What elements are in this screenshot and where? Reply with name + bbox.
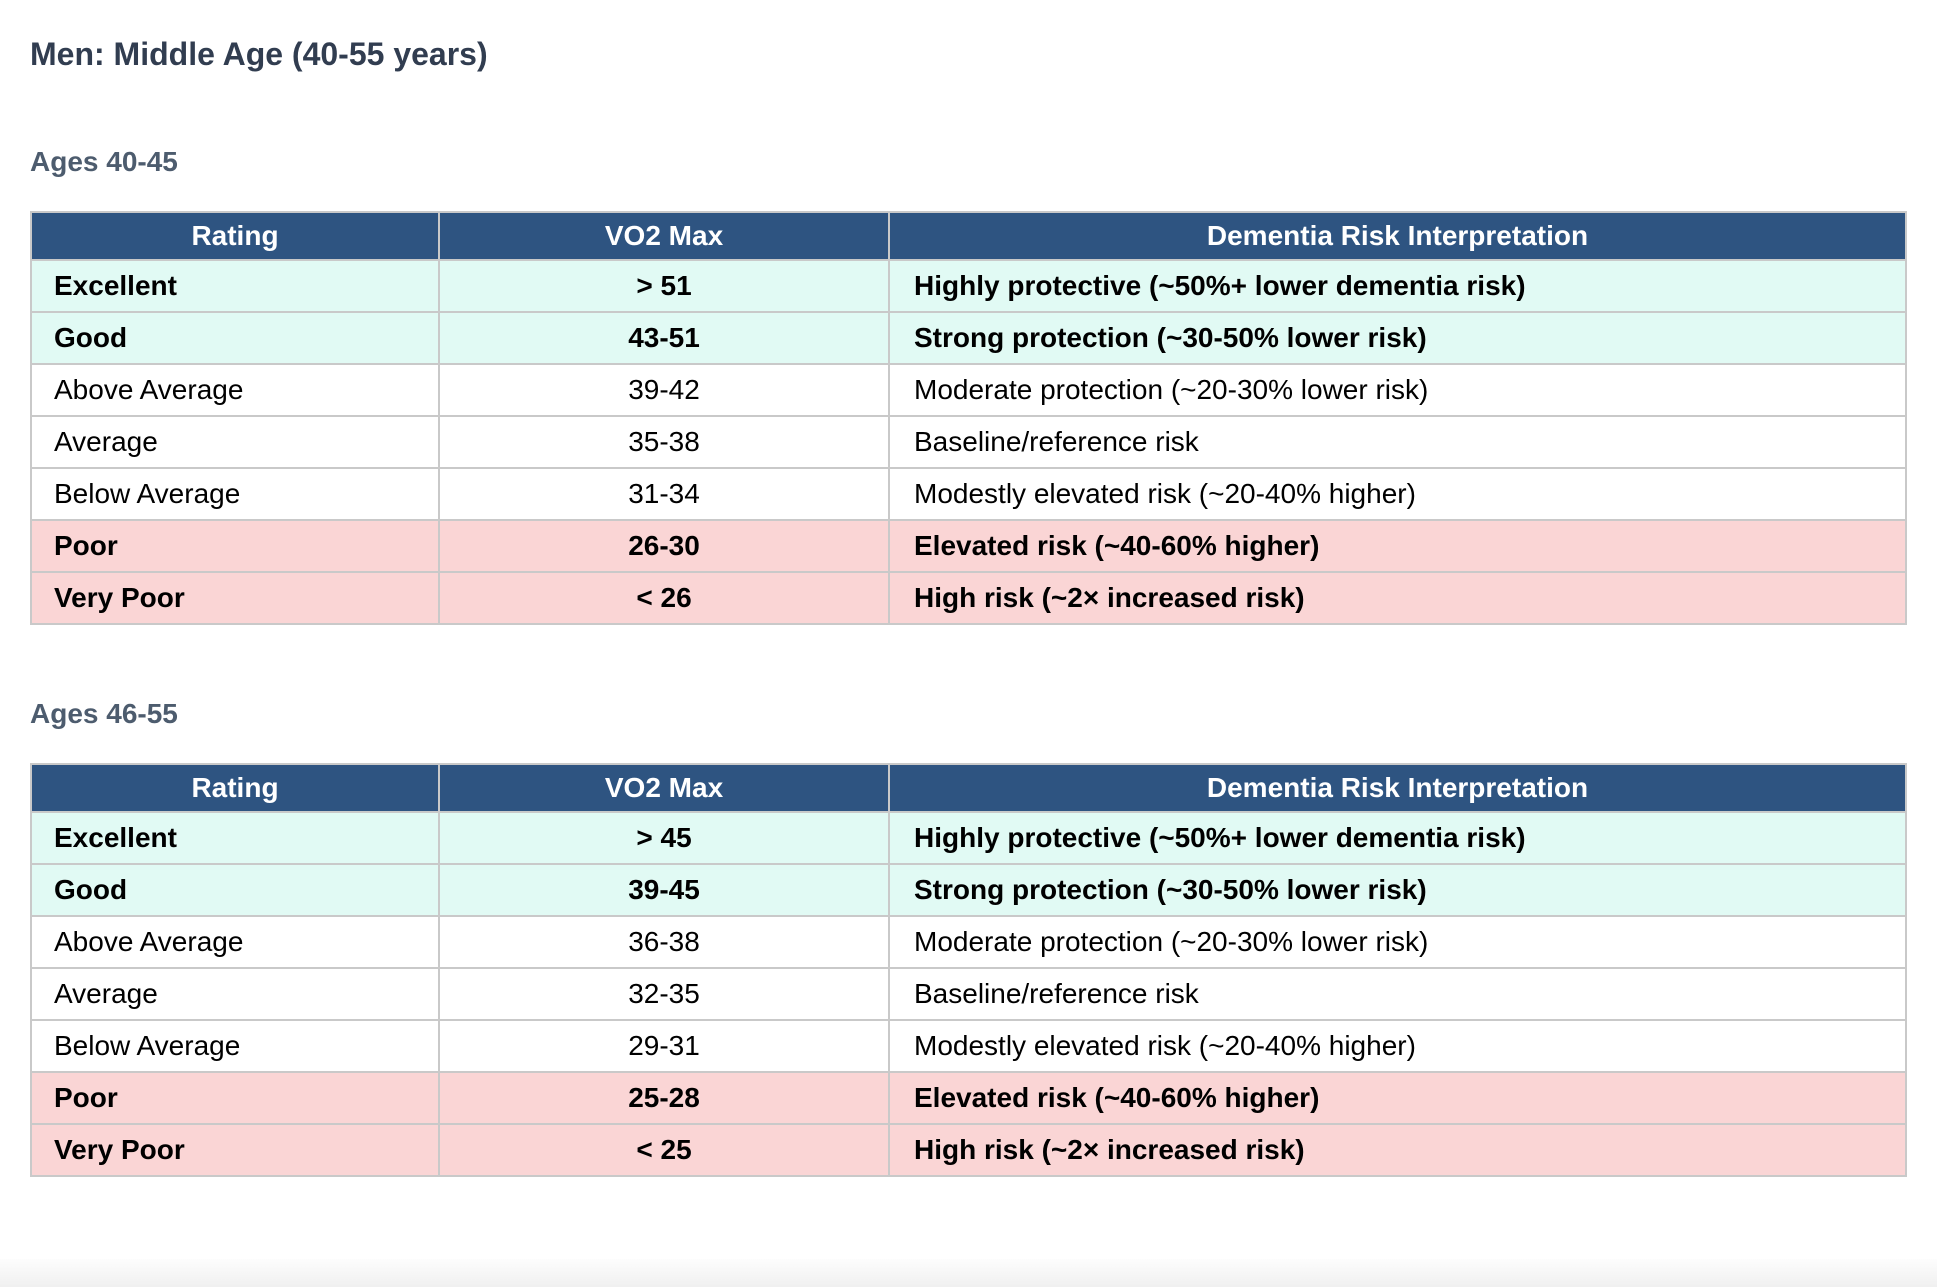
table-row: Very Poor < 26 High risk (~2× increased ri… <box>30 570 1907 625</box>
vo2max-cell: > 45 <box>438 811 890 866</box>
interpretation-cell: Modestly elevated risk (~20-40% higher) <box>888 466 1907 521</box>
column-header: Rating <box>30 210 440 261</box>
rating-cell: Average <box>30 967 440 1022</box>
column-header: Dementia Risk Interpretation <box>888 763 1907 814</box>
vo2max-cell: < 26 <box>438 570 890 625</box>
interpretation-cell: Highly protective (~50%+ lower dementia … <box>888 258 1907 313</box>
age-group-section: Ages 46-55 Rating VO2 Max Dementia Risk Int… <box>30 697 1937 1178</box>
interpretation-cell: Strong protection (~30-50% lower risk) <box>888 310 1907 365</box>
table-row: Excellent > 51 Highly protective (~50%+ lo… <box>30 258 1907 313</box>
rating-cell: Above Average <box>30 362 440 417</box>
column-header: Rating <box>30 763 440 814</box>
vo2max-cell: 39-45 <box>438 863 890 918</box>
table-row: Poor 25-28 Elevated risk (~40-60% higher) <box>30 1071 1907 1126</box>
vo2max-cell: 32-35 <box>438 967 890 1022</box>
table-row: Good 43-51 Strong protection (~30-50% lowe… <box>30 310 1907 365</box>
vo2max-cell: 43-51 <box>438 310 890 365</box>
rating-cell: Below Average <box>30 1019 440 1074</box>
interpretation-cell: Highly protective (~50%+ lower dementia … <box>888 811 1907 866</box>
table-row: Below Average 31-34 Modestly elevated risk… <box>30 466 1907 521</box>
table-row: Above Average 36-38 Moderate protection (~… <box>30 915 1907 970</box>
interpretation-cell: Elevated risk (~40-60% higher) <box>888 518 1907 573</box>
vo2max-cell: 35-38 <box>438 414 890 469</box>
table-row: Good 39-45 Strong protection (~30-50% lowe… <box>30 863 1907 918</box>
tables-container: Ages 40-45 Rating VO2 Max Dementia Risk Int… <box>30 146 1937 1178</box>
rating-cell: Below Average <box>30 466 440 521</box>
interpretation-cell: High risk (~2× increased risk) <box>888 570 1907 625</box>
rating-cell: Average <box>30 414 440 469</box>
table-row: Very Poor < 25 High risk (~2× increased ri… <box>30 1123 1907 1178</box>
table-row: Below Average 29-31 Modestly elevated risk… <box>30 1019 1907 1074</box>
vo2max-cell: 29-31 <box>438 1019 890 1074</box>
vo2max-cell: 25-28 <box>438 1071 890 1126</box>
header-row: Rating VO2 Max Dementia Risk Interpretatio… <box>30 210 1907 261</box>
page-bottom-strip <box>0 1259 1937 1287</box>
vo2max-cell: 26-30 <box>438 518 890 573</box>
interpretation-cell: Strong protection (~30-50% lower risk) <box>888 863 1907 918</box>
vo2max-cell: 39-42 <box>438 362 890 417</box>
interpretation-cell: Elevated risk (~40-60% higher) <box>888 1071 1907 1126</box>
rating-cell: Excellent <box>30 811 440 866</box>
vo2max-cell: > 51 <box>438 258 890 313</box>
column-header: Dementia Risk Interpretation <box>888 210 1907 261</box>
rating-cell: Good <box>30 863 440 918</box>
vo2max-risk-table: Rating VO2 Max Dementia Risk Interpretatio… <box>30 763 1907 1178</box>
interpretation-cell: Moderate protection (~20-30% lower risk) <box>888 915 1907 970</box>
table-row: Excellent > 45 Highly protective (~50%+ lo… <box>30 811 1907 866</box>
vo2max-cell: 36-38 <box>438 915 890 970</box>
table-row: Poor 26-30 Elevated risk (~40-60% higher) <box>30 518 1907 573</box>
interpretation-cell: High risk (~2× increased risk) <box>888 1123 1907 1178</box>
interpretation-cell: Baseline/reference risk <box>888 414 1907 469</box>
column-header: VO2 Max <box>438 210 890 261</box>
table-row: Above Average 39-42 Moderate protection (~… <box>30 362 1907 417</box>
rating-cell: Above Average <box>30 915 440 970</box>
table-row: Average 32-35 Baseline/reference risk <box>30 967 1907 1022</box>
rating-cell: Very Poor <box>30 1123 440 1178</box>
vo2max-cell: 31-34 <box>438 466 890 521</box>
rating-cell: Excellent <box>30 258 440 313</box>
interpretation-cell: Baseline/reference risk <box>888 967 1907 1022</box>
rating-cell: Poor <box>30 1071 440 1126</box>
vo2max-cell: < 25 <box>438 1123 890 1178</box>
rating-cell: Poor <box>30 518 440 573</box>
document-body: Men: Middle Age (40-55 years) Ages 40-45… <box>0 36 1937 1178</box>
interpretation-cell: Moderate protection (~20-30% lower risk) <box>888 362 1907 417</box>
table-row: Average 35-38 Baseline/reference risk <box>30 414 1907 469</box>
age-range-subtitle: Ages 40-45 <box>30 145 178 177</box>
rating-cell: Very Poor <box>30 570 440 625</box>
header-row: Rating VO2 Max Dementia Risk Interpretatio… <box>30 763 1907 814</box>
interpretation-cell: Modestly elevated risk (~20-40% higher) <box>888 1019 1907 1074</box>
rating-cell: Good <box>30 310 440 365</box>
vo2max-risk-table: Rating VO2 Max Dementia Risk Interpretatio… <box>30 210 1907 625</box>
column-header: VO2 Max <box>438 763 890 814</box>
page-title: Men: Middle Age (40-55 years) <box>30 36 488 72</box>
age-range-subtitle: Ages 46-55 <box>30 697 178 729</box>
age-group-section: Ages 40-45 Rating VO2 Max Dementia Risk Int… <box>30 146 1937 625</box>
